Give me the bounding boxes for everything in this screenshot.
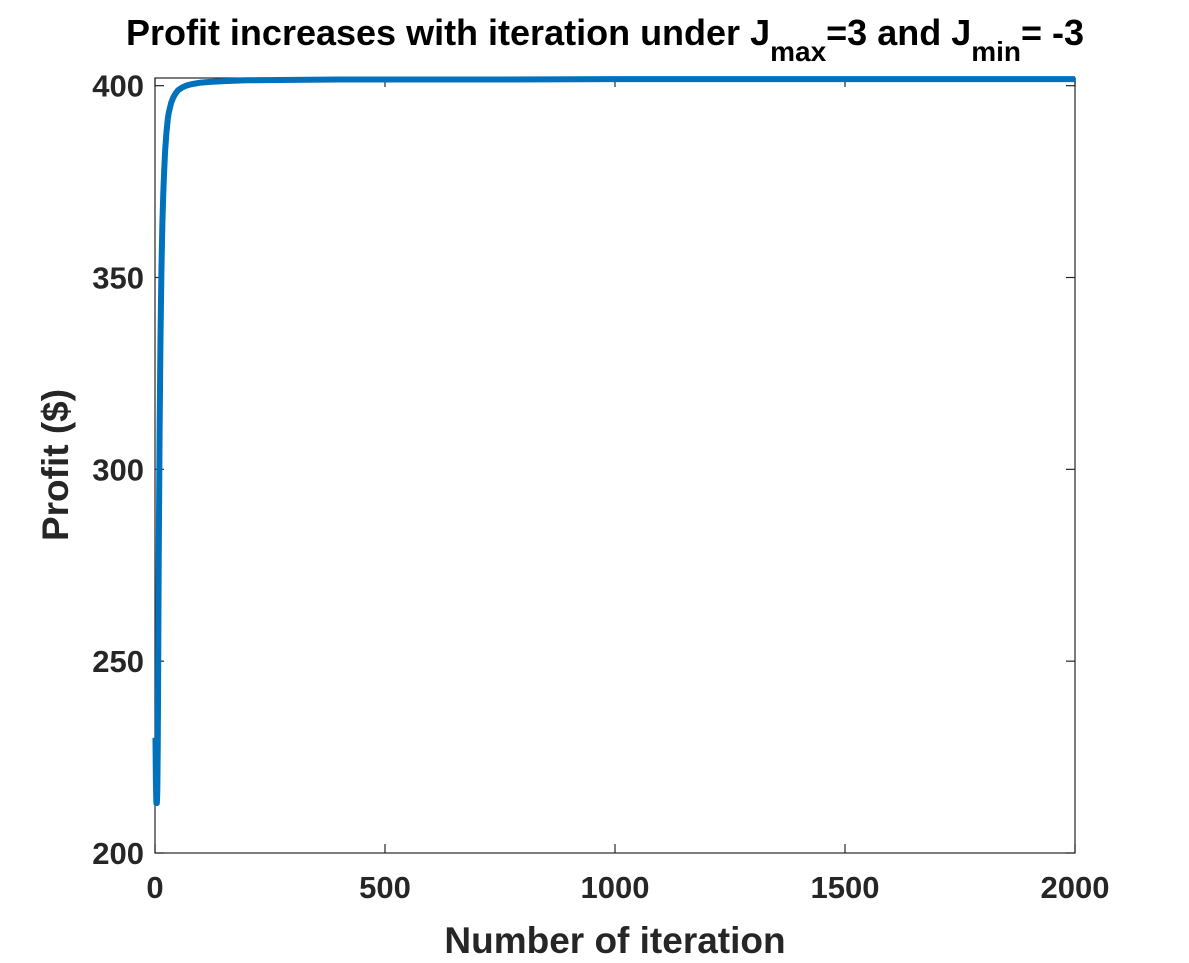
y-tick-label: 200 <box>92 836 144 871</box>
x-tick-label: 1000 <box>581 870 650 905</box>
x-tick-label: 2000 <box>1041 870 1110 905</box>
chart-title: Profit increases with iteration under Jm… <box>126 12 1084 67</box>
x-tick-label: 1500 <box>811 870 880 905</box>
x-tick-label: 500 <box>359 870 411 905</box>
chart-title-prefix: Profit increases with iteration under J <box>126 12 770 53</box>
chart-title-subscript-max: max <box>770 36 826 67</box>
chart-title-middle: =3 and J <box>826 12 971 53</box>
profit-series-line <box>152 76 1075 807</box>
plot-area-frame <box>154 77 1076 854</box>
y-axis-label: Profit ($) <box>35 389 76 541</box>
y-tick-label: 250 <box>92 644 144 679</box>
chart-title-suffix: = -3 <box>1021 12 1084 53</box>
y-tick-label: 300 <box>92 452 144 487</box>
series-layer <box>152 76 1075 807</box>
x-tick-label: 0 <box>146 870 163 905</box>
axis-tick-labels: 0 500 1000 1500 2000 200 250 300 350 400 <box>92 69 1109 905</box>
x-axis-label: Number of iteration <box>444 920 785 961</box>
y-tick-label: 350 <box>92 261 144 296</box>
y-tick-label: 400 <box>92 69 144 104</box>
chart-title-subscript-min: min <box>971 36 1021 67</box>
